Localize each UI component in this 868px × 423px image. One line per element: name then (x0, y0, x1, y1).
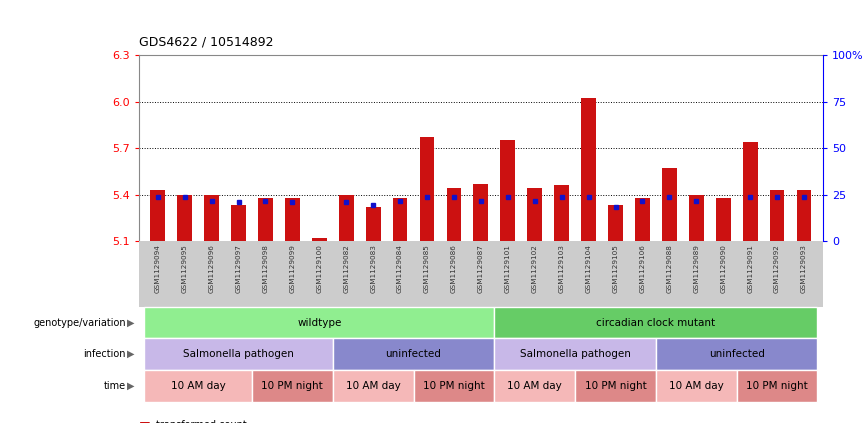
Bar (258, 198, 273, 241)
Bar (177, 195, 192, 241)
Text: GSM1129091: GSM1129091 (747, 244, 753, 293)
Bar (555, 185, 569, 241)
Text: Salmonella pathogen: Salmonella pathogen (520, 349, 630, 359)
Text: circadian clock mutant: circadian clock mutant (596, 318, 715, 327)
Bar (144, 307, 495, 338)
Bar (204, 195, 219, 241)
Text: 10 AM day: 10 AM day (171, 381, 226, 391)
Text: 10 PM night: 10 PM night (261, 381, 323, 391)
Bar (662, 168, 677, 241)
Bar (528, 188, 542, 241)
Text: GSM1129082: GSM1129082 (343, 244, 349, 293)
Bar (495, 370, 575, 402)
Bar (743, 142, 758, 241)
Text: uninfected: uninfected (709, 349, 765, 359)
Bar (332, 338, 495, 370)
Text: ▶: ▶ (127, 381, 135, 391)
Text: ■: ■ (139, 419, 151, 423)
Text: GSM1129095: GSM1129095 (181, 244, 187, 293)
Bar (500, 140, 516, 241)
Bar (495, 338, 656, 370)
Bar (231, 206, 246, 241)
Bar (582, 99, 596, 241)
Text: transformed count: transformed count (156, 420, 247, 423)
Bar (737, 370, 818, 402)
Bar (689, 195, 704, 241)
Text: 10 AM day: 10 AM day (345, 381, 400, 391)
Text: GSM1129084: GSM1129084 (397, 244, 403, 293)
Bar (144, 370, 252, 402)
Bar (608, 206, 623, 241)
Bar (285, 198, 299, 241)
Text: GSM1129083: GSM1129083 (370, 244, 376, 293)
Text: 10 AM day: 10 AM day (508, 381, 562, 391)
Bar (252, 370, 332, 402)
Text: uninfected: uninfected (385, 349, 442, 359)
Text: GSM1129096: GSM1129096 (208, 244, 214, 293)
Bar (656, 370, 737, 402)
Text: 10 PM night: 10 PM night (423, 381, 485, 391)
Text: time: time (104, 381, 126, 391)
Text: ▶: ▶ (127, 349, 135, 359)
Text: GSM1129104: GSM1129104 (586, 244, 592, 293)
Text: GSM1129101: GSM1129101 (505, 244, 510, 293)
Text: GSM1129098: GSM1129098 (262, 244, 268, 293)
Text: GSM1129089: GSM1129089 (694, 244, 700, 293)
Text: GSM1129102: GSM1129102 (532, 244, 538, 293)
Text: GDS4622 / 10514892: GDS4622 / 10514892 (139, 36, 273, 49)
Text: 10 PM night: 10 PM night (585, 381, 647, 391)
Text: wildtype: wildtype (297, 318, 341, 327)
Bar (716, 198, 731, 241)
Bar (656, 338, 818, 370)
Bar (770, 190, 785, 241)
Text: GSM1129086: GSM1129086 (451, 244, 457, 293)
Bar (419, 137, 434, 241)
Text: GSM1129103: GSM1129103 (559, 244, 565, 293)
Text: GSM1129085: GSM1129085 (424, 244, 430, 293)
Bar (575, 370, 656, 402)
Bar (339, 195, 353, 241)
Bar (446, 188, 462, 241)
Text: GSM1129094: GSM1129094 (155, 244, 161, 293)
Text: GSM1129106: GSM1129106 (640, 244, 646, 293)
Bar (495, 307, 818, 338)
Text: Salmonella pathogen: Salmonella pathogen (183, 349, 294, 359)
Text: infection: infection (83, 349, 126, 359)
Bar (635, 198, 650, 241)
Bar (797, 190, 812, 241)
Bar (332, 370, 413, 402)
Bar (312, 238, 326, 241)
Text: GSM1129088: GSM1129088 (667, 244, 673, 293)
Text: GSM1129087: GSM1129087 (478, 244, 483, 293)
Text: genotype/variation: genotype/variation (33, 318, 126, 327)
Text: ▶: ▶ (127, 318, 135, 327)
Text: GSM1129092: GSM1129092 (774, 244, 780, 293)
Text: GSM1129099: GSM1129099 (289, 244, 295, 293)
Bar (473, 184, 489, 241)
Text: 10 AM day: 10 AM day (669, 381, 724, 391)
Text: GSM1129090: GSM1129090 (720, 244, 727, 293)
Text: GSM1129097: GSM1129097 (235, 244, 241, 293)
Text: GSM1129100: GSM1129100 (316, 244, 322, 293)
Text: 10 PM night: 10 PM night (746, 381, 808, 391)
Text: GSM1129105: GSM1129105 (613, 244, 619, 293)
Bar (365, 207, 380, 241)
Bar (150, 190, 165, 241)
Bar (413, 370, 495, 402)
Bar (144, 338, 332, 370)
Bar (392, 198, 407, 241)
Text: GSM1129093: GSM1129093 (801, 244, 807, 293)
